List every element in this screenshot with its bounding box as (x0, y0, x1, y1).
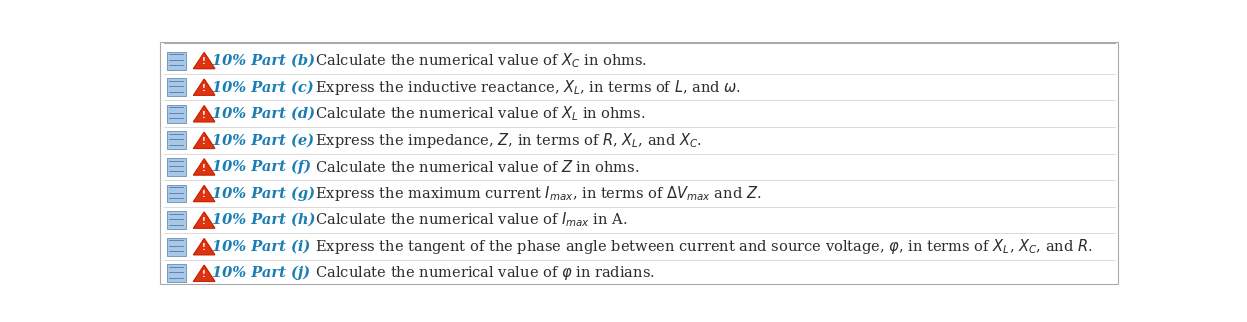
Polygon shape (193, 212, 214, 228)
FancyBboxPatch shape (167, 105, 186, 123)
Polygon shape (193, 79, 214, 95)
Text: !: ! (202, 217, 206, 226)
FancyBboxPatch shape (167, 185, 186, 203)
Text: Express the tangent of the phase angle between current and source voltage, $\var: Express the tangent of the phase angle b… (306, 237, 1092, 256)
Text: Calculate the numerical value of $I_{max}$ in A.: Calculate the numerical value of $I_{max… (306, 211, 627, 230)
FancyBboxPatch shape (167, 238, 186, 256)
Text: Calculate the numerical value of $X_C$ in ohms.: Calculate the numerical value of $X_C$ i… (306, 51, 647, 70)
Polygon shape (193, 106, 214, 122)
Text: 10% Part (e): 10% Part (e) (212, 133, 314, 147)
Text: 10% Part (i): 10% Part (i) (212, 240, 311, 254)
Polygon shape (193, 52, 214, 69)
Text: 10% Part (h): 10% Part (h) (212, 213, 315, 227)
Text: !: ! (202, 270, 206, 279)
Text: Calculate the numerical value of $X_L$ in ohms.: Calculate the numerical value of $X_L$ i… (306, 104, 645, 123)
Text: Calculate the numerical value of $Z$ in ohms.: Calculate the numerical value of $Z$ in … (306, 159, 640, 175)
Polygon shape (193, 185, 214, 202)
Text: !: ! (202, 137, 206, 146)
Polygon shape (193, 239, 214, 255)
Text: !: ! (202, 110, 206, 119)
FancyBboxPatch shape (167, 211, 186, 229)
Polygon shape (193, 265, 214, 281)
Text: Express the maximum current $I_{max}$, in terms of $\Delta V_{max}$ and $Z$.: Express the maximum current $I_{max}$, i… (306, 184, 761, 203)
Text: 10% Part (d): 10% Part (d) (212, 107, 315, 121)
FancyBboxPatch shape (167, 158, 186, 176)
Text: 10% Part (f): 10% Part (f) (212, 160, 311, 174)
FancyBboxPatch shape (167, 264, 186, 282)
Text: Express the impedance, $Z$, in terms of $R$, $X_L$, and $X_C$.: Express the impedance, $Z$, in terms of … (306, 131, 702, 150)
Text: !: ! (202, 164, 206, 173)
FancyBboxPatch shape (167, 52, 186, 70)
Text: 10% Part (g): 10% Part (g) (212, 186, 315, 201)
Text: 10% Part (c): 10% Part (c) (212, 80, 313, 94)
Text: !: ! (202, 57, 206, 66)
FancyBboxPatch shape (160, 43, 1119, 284)
FancyBboxPatch shape (167, 131, 186, 149)
Polygon shape (193, 159, 214, 175)
FancyBboxPatch shape (167, 78, 186, 96)
Polygon shape (193, 132, 214, 148)
Text: !: ! (202, 243, 206, 252)
Text: 10% Part (j): 10% Part (j) (212, 266, 311, 280)
Text: 10% Part (b): 10% Part (b) (212, 53, 315, 68)
Text: Calculate the numerical value of $\varphi$ in radians.: Calculate the numerical value of $\varph… (306, 264, 655, 282)
Text: !: ! (202, 84, 206, 93)
Text: Express the inductive reactance, $X_L$, in terms of $L$, and $\omega$.: Express the inductive reactance, $X_L$, … (306, 78, 741, 97)
Text: !: ! (202, 190, 206, 199)
